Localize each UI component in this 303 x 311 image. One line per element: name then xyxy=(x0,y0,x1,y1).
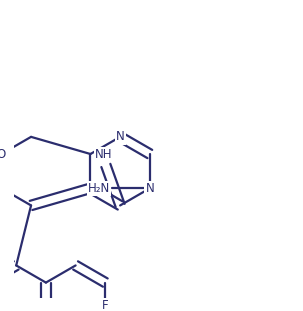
Text: NH: NH xyxy=(95,148,113,161)
Text: N: N xyxy=(116,130,125,143)
Text: F: F xyxy=(102,299,108,311)
Text: O: O xyxy=(0,147,6,160)
Text: N: N xyxy=(145,182,154,195)
Text: H₂N: H₂N xyxy=(88,182,110,195)
